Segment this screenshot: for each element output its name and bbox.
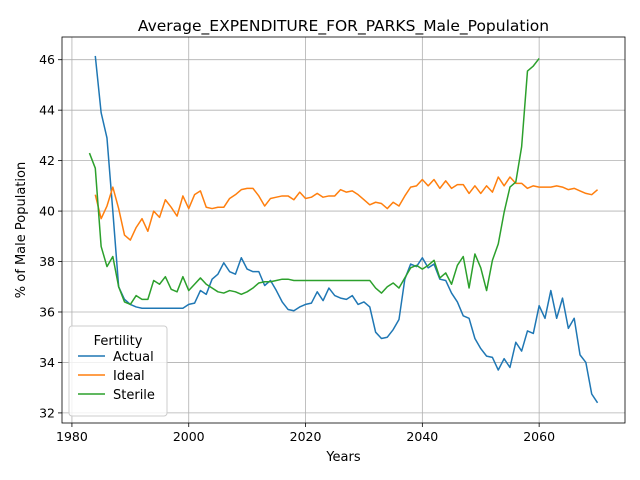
- legend-label-actual: Actual: [113, 350, 154, 365]
- series-line-ideal: [94, 176, 599, 241]
- x-tick-label: 2020: [290, 429, 322, 444]
- y-axis-label: % of Male Population: [14, 162, 29, 298]
- x-axis-label: Years: [325, 450, 361, 465]
- series-lines: [88, 55, 599, 404]
- y-tick-label: 40: [39, 204, 55, 219]
- x-tick-label: 2000: [173, 429, 205, 444]
- y-tick-label: 42: [39, 153, 55, 168]
- x-tick-label: 1980: [56, 429, 88, 444]
- series-line-actual: [94, 55, 599, 404]
- legend: Fertility Actual Ideal Sterile: [68, 325, 168, 417]
- chart-title: Average_EXPENDITURE_FOR_PARKS_Male_Popul…: [138, 17, 549, 36]
- series-line-sterile: [88, 57, 540, 306]
- legend-label-sterile: Sterile: [113, 388, 155, 403]
- y-tick-label: 32: [39, 405, 55, 420]
- y-tick-label: 38: [39, 254, 55, 269]
- y-tick-label: 36: [39, 304, 55, 319]
- legend-label-ideal: Ideal: [113, 369, 145, 384]
- x-tick-label: 2040: [406, 429, 438, 444]
- y-tick-label: 46: [39, 52, 55, 67]
- legend-title: Fertility: [94, 334, 143, 349]
- plot-frame: [61, 36, 626, 424]
- y-tick-label: 34: [39, 355, 55, 370]
- x-tick-label: 2060: [523, 429, 555, 444]
- axis-ticks: 1980 2000 2020 2040 2060 32 34 36 38 40 42 44 46: [39, 52, 555, 444]
- y-tick-label: 44: [39, 103, 55, 118]
